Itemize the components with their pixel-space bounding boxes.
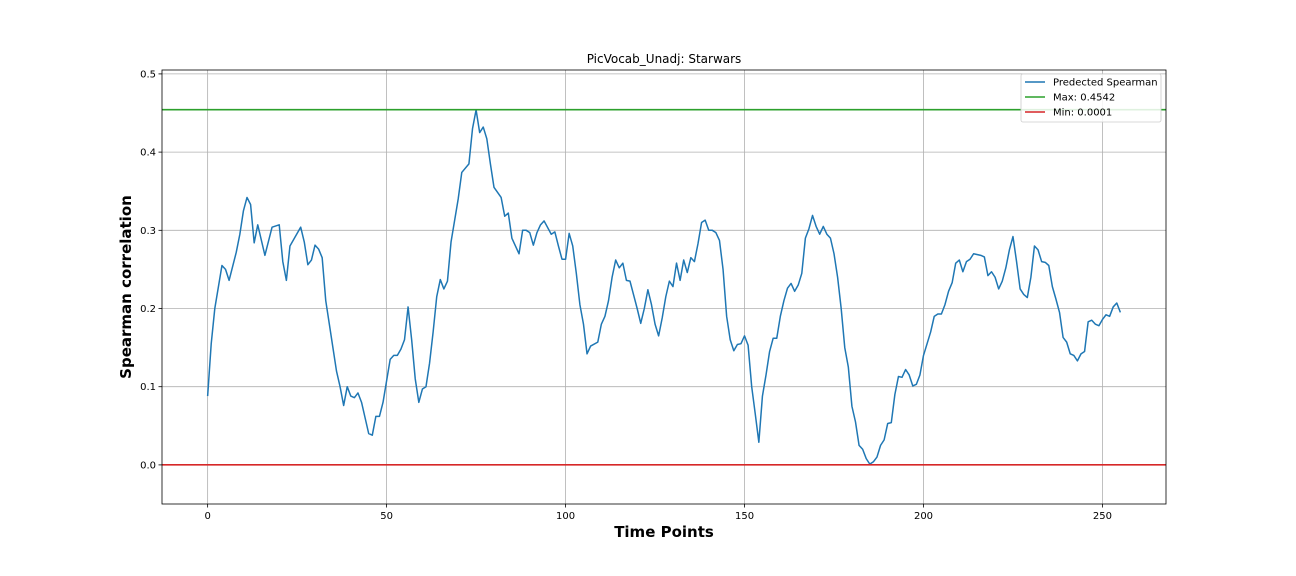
plot-lines [162, 108, 1166, 466]
legend-box [1020, 73, 1162, 123]
y-tick-label: 0.4 [140, 148, 156, 159]
chart-title: PicVocab_Unadj: Starwars [587, 52, 742, 66]
y-tick-label: 0.0 [140, 460, 156, 471]
plot-frame [161, 69, 1167, 505]
y-tick-label: 0.5 [140, 69, 156, 80]
legend-label: Min: 0.0001 [1053, 108, 1112, 119]
spearman-line [206, 109, 1122, 465]
x-axis-label: Time Points [614, 523, 714, 541]
axis-ticks: 0 50 100 150 200 250 0.0 0.1 0.2 0.3 0.4 0.5 [140, 69, 1112, 522]
legend-label: Max: 0.4542 [1053, 93, 1115, 104]
legend-label: Predected Spearman [1053, 78, 1158, 89]
y-axis-label: Spearman correlation [117, 195, 135, 379]
y-tick-label: 0.2 [140, 304, 156, 315]
x-tick-label: 100 [556, 511, 575, 522]
x-tick-label: 150 [735, 511, 754, 522]
y-tick-label: 0.1 [140, 382, 156, 393]
x-tick-label: 0 [204, 511, 210, 522]
x-tick-label: 50 [380, 511, 393, 522]
x-tick-label: 200 [914, 511, 933, 522]
legend: Predected Spearman Max: 0.4542 Min: 0.0001 [1020, 73, 1162, 123]
x-tick-label: 250 [1093, 511, 1112, 522]
y-tick-label: 0.3 [140, 226, 156, 237]
